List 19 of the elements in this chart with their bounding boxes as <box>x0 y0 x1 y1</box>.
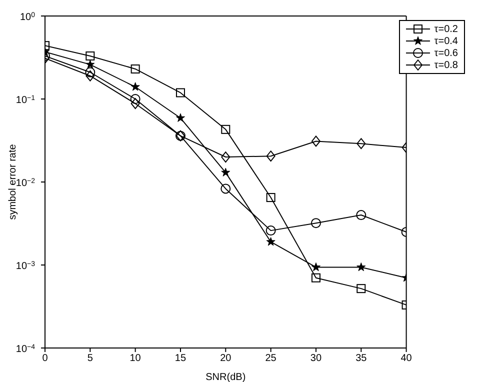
y-tick-label: 10$^{−1}$ <box>16 94 36 106</box>
y-tick-label: 10$^{0}$ <box>20 12 36 23</box>
x-tick-label: 20 <box>220 353 232 364</box>
x-tick-label: 15 <box>174 353 186 364</box>
legend-label: τ=0.8 <box>434 60 458 70</box>
x-tick-label: 25 <box>265 353 277 364</box>
x-tick-label: 10 <box>130 353 142 364</box>
x-tick-label: 30 <box>310 353 322 364</box>
y-tick-label: 10$^{−4}$ <box>16 344 36 355</box>
x-tick-label: 40 <box>400 353 412 364</box>
y-tick-label: 10$^{−2}$ <box>16 178 36 189</box>
y-tick-label: 10$^{−3}$ <box>16 260 36 272</box>
x-tick-label: 0 <box>42 353 48 364</box>
x-tick-label: 35 <box>356 353 368 364</box>
x-tick-label: 5 <box>87 353 94 364</box>
x-axis-title: SNR(dB) <box>206 372 246 382</box>
legend-label: τ=0.4 <box>434 36 458 46</box>
legend-label: τ=0.6 <box>434 48 458 58</box>
legend-label: τ=0.2 <box>434 24 458 34</box>
